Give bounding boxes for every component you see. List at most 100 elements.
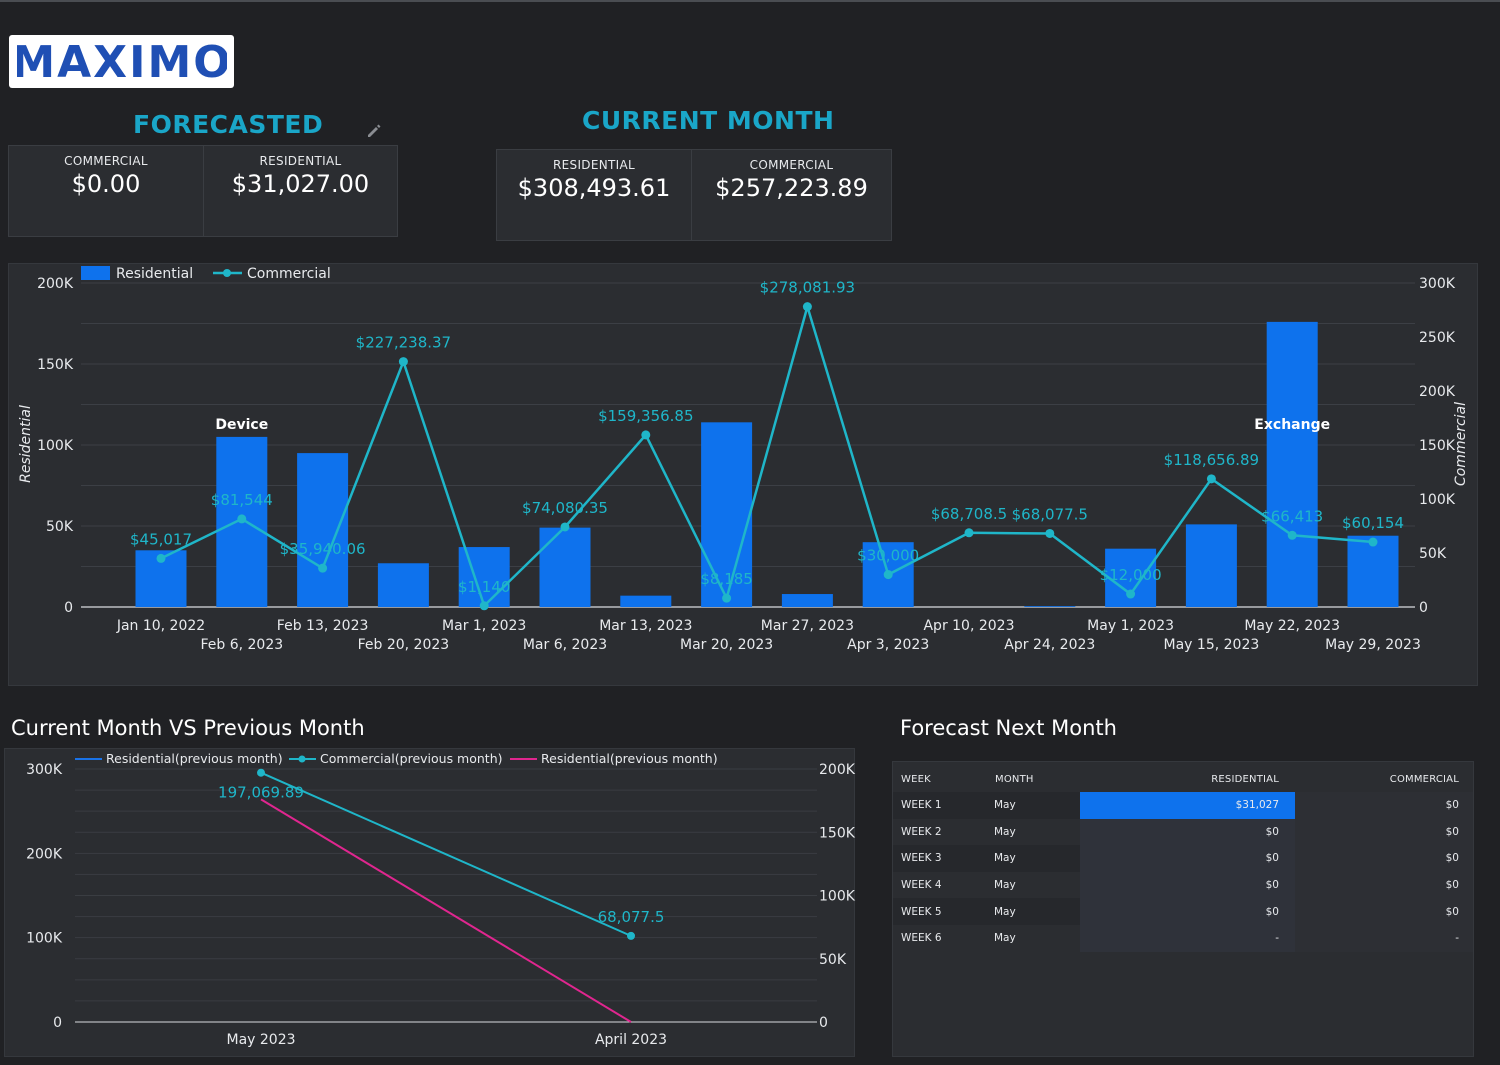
table-row[interactable]: WEEK 6 May - - <box>893 924 1473 952</box>
pencil-icon[interactable] <box>366 123 382 139</box>
logo-text: MAXIMO <box>17 40 227 84</box>
y2-tick-label: 0 <box>1419 600 1428 616</box>
data-label: $66,413 <box>1261 507 1323 525</box>
current-month-title: CURRENT MONTH <box>582 106 835 135</box>
data-label: $68,077.5 <box>1012 505 1088 523</box>
table-row[interactable]: WEEK 3 May $0 $0 <box>893 845 1473 872</box>
data-label: $12,000 <box>1100 566 1162 584</box>
table-row[interactable]: WEEK 5 May $0 $0 <box>893 898 1473 925</box>
residential-cell: $31,027 <box>1080 792 1295 819</box>
kpi-label: RESIDENTIAL <box>553 158 635 172</box>
data-label: $1,140 <box>458 578 511 596</box>
bar <box>1266 321 1318 607</box>
residential-cell: $0 <box>1080 845 1295 872</box>
y2-tick-label: 100K <box>819 889 856 905</box>
legend-label: Commercial(previous month) <box>320 751 503 766</box>
forecasted-residential-card: RESIDENTIAL $31,027.00 <box>203 145 398 237</box>
bar <box>539 527 591 607</box>
x-tick-label: May 2023 <box>226 1032 295 1048</box>
line-point <box>398 357 408 367</box>
maximo-logo: MAXIMO <box>9 35 234 88</box>
x-tick-label: Feb 13, 2023 <box>277 618 369 634</box>
annotation-label: Exchange <box>1254 417 1330 433</box>
legend-label: Commercial <box>247 266 331 282</box>
x-tick-label: Mar 1, 2023 <box>442 618 526 634</box>
x-tick-label: May 22, 2023 <box>1244 618 1340 634</box>
line-point <box>318 563 328 573</box>
x-tick-label: Mar 6, 2023 <box>523 637 607 653</box>
x-tick-label: Apr 24, 2023 <box>1004 637 1095 653</box>
commercial-cell: $0 <box>1295 845 1473 872</box>
y2-tick-label: 50K <box>819 952 847 968</box>
data-label: $159,356.85 <box>598 407 693 425</box>
header-week[interactable]: WEEK <box>901 773 931 785</box>
data-label: $81,544 <box>211 491 273 509</box>
legend-label: Residential(previous month) <box>106 751 283 766</box>
week-cell: WEEK 2 <box>901 825 942 838</box>
y-tick-label: 50K <box>46 519 74 535</box>
logo-wordmark: MAXIMO <box>17 40 227 84</box>
comparison-chart: 0 100K 200K 300K 0 50K 100K 150K 200K Residential… <box>26 751 856 1048</box>
y-tick-label: 100K <box>37 438 74 454</box>
residential-cell: - <box>1080 924 1295 952</box>
kpi-value: $257,223.89 <box>715 174 868 202</box>
data-label: $30,000 <box>857 547 919 565</box>
forecast-table: WEEK MONTH RESIDENTIAL COMMERCIAL WEEK 1… <box>892 761 1474 1057</box>
kpi-value: $308,493.61 <box>517 174 671 202</box>
month-cell: May <box>994 852 1016 865</box>
week-cell: WEEK 6 <box>901 932 942 945</box>
y2-axis-title: Commercial <box>1453 402 1469 486</box>
bar <box>620 595 672 607</box>
residential-cell: $0 <box>1080 871 1295 899</box>
week-cell: WEEK 3 <box>901 852 942 865</box>
bar <box>1185 524 1237 607</box>
month-cell: May <box>994 905 1016 918</box>
month-cell: May <box>994 799 1016 812</box>
kpi-value: $0.00 <box>71 170 141 198</box>
table-row[interactable]: WEEK 1 May $31,027 $0 <box>893 792 1473 819</box>
line-point <box>1368 537 1378 547</box>
data-label: $278,081.93 <box>760 279 855 297</box>
week-cell: WEEK 5 <box>901 905 942 918</box>
forecasted-title: FORECASTED <box>133 110 324 139</box>
line-point <box>560 522 570 532</box>
x-tick-label: Apr 10, 2023 <box>923 618 1014 634</box>
line-point <box>1045 528 1055 538</box>
week-cell: WEEK 4 <box>901 879 942 892</box>
commercial-cell: $0 <box>1295 871 1473 899</box>
commercial-cell: - <box>1295 924 1473 952</box>
x-tick-label: April 2023 <box>595 1032 667 1048</box>
table-row[interactable]: WEEK 2 May $0 $0 <box>893 818 1473 846</box>
table-header-row: WEEK MONTH RESIDENTIAL COMMERCIAL <box>893 766 1473 792</box>
residential-cell: $0 <box>1080 818 1295 846</box>
x-tick-label: Feb 6, 2023 <box>200 637 283 653</box>
y2-tick-label: 250K <box>1419 330 1456 346</box>
month-cell: May <box>994 879 1016 892</box>
header-residential[interactable]: RESIDENTIAL <box>1211 773 1279 785</box>
x-tick-label: May 1, 2023 <box>1087 618 1174 634</box>
line-point <box>1206 474 1216 484</box>
month-cell: May <box>994 825 1016 838</box>
forecast-table-title: Forecast Next Month <box>900 716 1117 740</box>
x-tick-label: May 29, 2023 <box>1325 637 1421 653</box>
line-point <box>237 514 247 524</box>
x-tick-label: Feb 20, 2023 <box>358 637 450 653</box>
y-tick-label: 150K <box>37 357 74 373</box>
current-residential-card: RESIDENTIAL $308,493.61 <box>496 149 692 241</box>
current-commercial-card: COMMERCIAL $257,223.89 <box>691 149 892 241</box>
legend-marker <box>223 269 231 277</box>
kpi-value: $31,027.00 <box>231 170 370 198</box>
data-label: $74,080.35 <box>522 499 608 517</box>
data-label: $45,017 <box>130 530 192 548</box>
comparison-chart-title: Current Month VS Previous Month <box>11 716 365 740</box>
y2-tick-label: 150K <box>819 825 856 841</box>
data-label: $60,154 <box>1342 514 1404 532</box>
line-point <box>964 528 974 538</box>
table-row[interactable]: WEEK 4 May $0 $0 <box>893 871 1473 899</box>
forecasted-commercial-card: COMMERCIAL $0.00 <box>8 145 204 237</box>
bar <box>781 594 833 607</box>
header-month[interactable]: MONTH <box>995 773 1034 785</box>
y-tick-label: 300K <box>26 762 63 778</box>
header-commercial[interactable]: COMMERCIAL <box>1389 773 1459 785</box>
data-label: $118,656.89 <box>1164 451 1259 469</box>
